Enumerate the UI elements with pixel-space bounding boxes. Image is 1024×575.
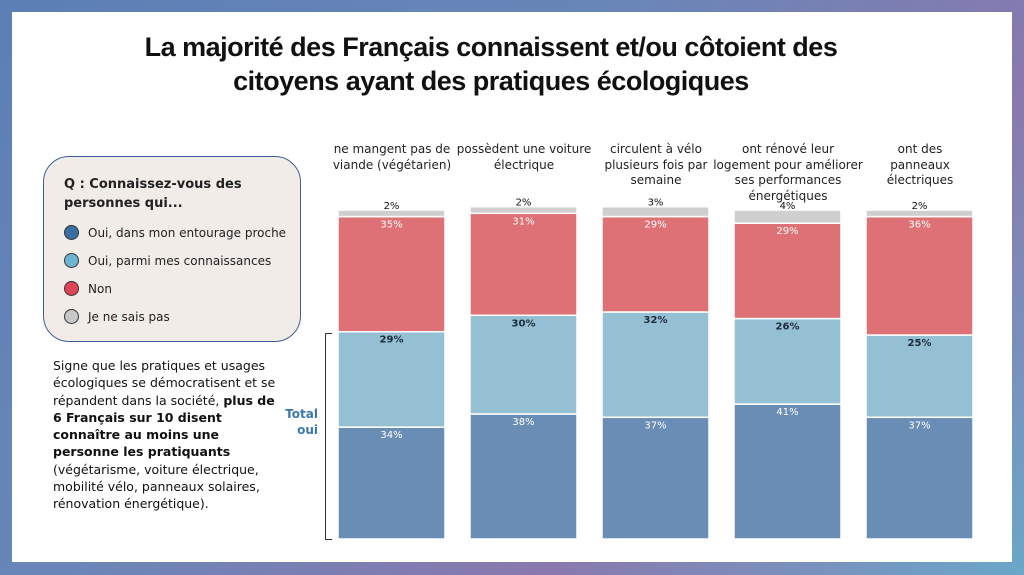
bar-segment xyxy=(337,330,446,428)
legend-label: Oui, parmi mes connaissances xyxy=(88,253,272,268)
data-label: 34% xyxy=(380,430,402,441)
total-oui-bracket xyxy=(325,333,332,540)
bar-segment xyxy=(469,314,578,415)
summary-text: Signe que les pratiques et usages écolog… xyxy=(53,357,283,513)
bar-segment xyxy=(601,311,710,419)
bar-segment xyxy=(337,215,446,333)
data-label: 37% xyxy=(644,420,666,431)
bar-segment xyxy=(337,426,446,540)
legend-label: Oui, dans mon entourage proche xyxy=(88,225,287,240)
bar-segment xyxy=(865,334,974,419)
category-label-0: ne mangent pas de viande (végétarien) xyxy=(332,142,452,172)
legend-swatch-icon xyxy=(64,281,79,296)
bar-segment xyxy=(865,416,974,540)
bar-segment xyxy=(601,215,710,313)
bar-segment xyxy=(733,403,842,540)
legend: Q : Connaissez-vous des personnes qui...… xyxy=(43,156,301,342)
legend-item-nsp: Je ne sais pas xyxy=(64,309,170,324)
data-label: 29% xyxy=(380,335,404,346)
category-label-3: ont rénové leur logement pour améliorer … xyxy=(713,142,863,203)
data-label: 2% xyxy=(384,201,400,212)
data-label: 25% xyxy=(908,338,932,349)
data-label: 29% xyxy=(776,226,798,237)
bar-segment xyxy=(865,209,974,218)
title-line-2: citoyens ayant des pratiques écologiques xyxy=(233,66,749,96)
category-label-1: possèdent une voiture électrique xyxy=(456,142,592,172)
legend-item-connaissances: Oui, parmi mes connaissances xyxy=(64,253,271,268)
summary-part-1: Signe que les pratiques et usages écolog… xyxy=(53,358,276,408)
bar-segment xyxy=(337,209,446,218)
legend-swatch-icon xyxy=(64,225,79,240)
bar-segment xyxy=(733,209,842,224)
category-label-4: ont des panneaux électriques xyxy=(886,142,954,187)
legend-item-entourage: Oui, dans mon entourage proche xyxy=(64,225,286,240)
data-label: 36% xyxy=(908,220,930,231)
legend-question: Q : Connaissez-vous des personnes qui... xyxy=(64,175,242,213)
data-label: 32% xyxy=(644,315,668,326)
data-label: 2% xyxy=(516,198,532,209)
legend-swatch-icon xyxy=(64,253,79,268)
data-label: 41% xyxy=(776,407,798,418)
legend-swatch-icon xyxy=(64,309,79,324)
page-title: La majorité des Français connaissent et/… xyxy=(0,30,982,98)
total-oui-label: Total oui xyxy=(280,406,318,438)
summary-bold: plus de 6 Français sur 10 disent connaît… xyxy=(53,392,275,460)
data-label: 3% xyxy=(648,198,664,209)
bar-segment xyxy=(601,205,710,218)
data-label: 2% xyxy=(912,201,928,212)
bar-segment xyxy=(469,205,578,215)
data-label: 37% xyxy=(908,420,930,431)
bar-segment xyxy=(733,317,842,405)
category-label-2: circulent à vélo plusieurs fois par sema… xyxy=(604,142,708,187)
total-oui-line-2: oui xyxy=(297,423,318,437)
data-label: 31% xyxy=(512,216,534,227)
title-line-1: La majorité des Français connaissent et/… xyxy=(144,32,838,62)
bar-segment xyxy=(733,222,842,320)
data-label: 26% xyxy=(776,322,800,333)
bar-segment xyxy=(469,212,578,317)
bar-segment xyxy=(865,215,974,336)
data-label: 30% xyxy=(512,318,536,329)
data-label: 35% xyxy=(380,220,402,231)
data-label: 38% xyxy=(512,417,534,428)
legend-question-line-2: personnes qui... xyxy=(64,196,183,211)
data-label: 29% xyxy=(644,220,666,231)
data-label: 4% xyxy=(780,201,796,212)
legend-question-line-1: Q : Connaissez-vous des xyxy=(64,177,242,192)
legend-item-non: Non xyxy=(64,281,112,296)
legend-label: Je ne sais pas xyxy=(88,309,170,324)
bar-segment xyxy=(601,416,710,540)
total-oui-line-1: Total xyxy=(285,407,318,421)
bar-segment xyxy=(469,413,578,540)
legend-label: Non xyxy=(88,281,112,296)
summary-part-2: (végétarisme, voiture électrique, mobili… xyxy=(53,461,260,512)
